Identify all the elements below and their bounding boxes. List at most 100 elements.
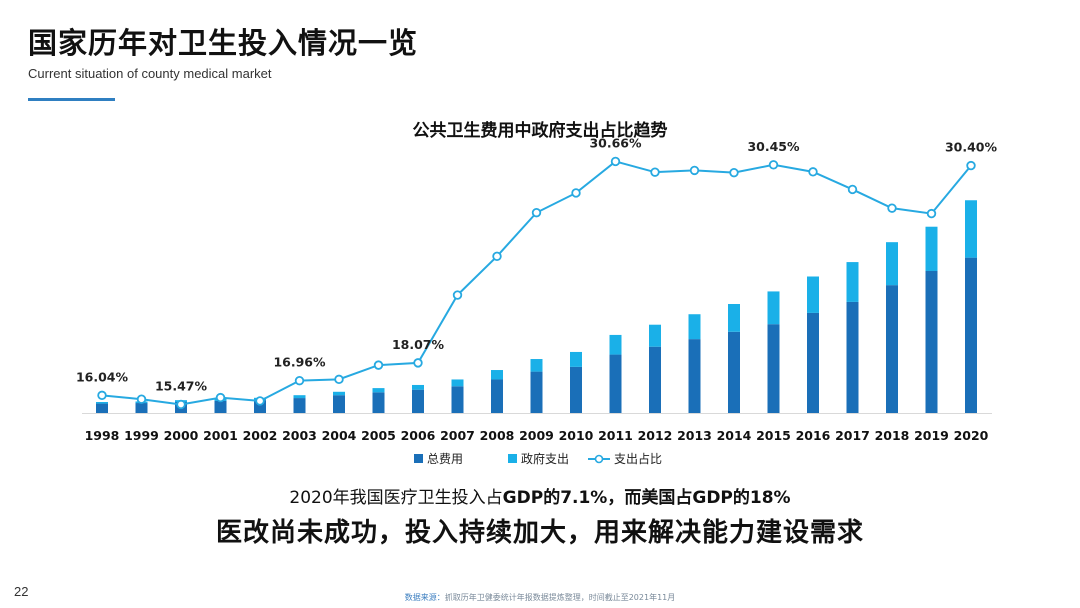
ratio-point-2006 xyxy=(413,358,423,368)
bar-gov-2003 xyxy=(293,395,306,399)
bar-total-2011 xyxy=(609,354,622,413)
x-tick-label: 2011 xyxy=(598,428,633,443)
ratio-data-label: 15.47% xyxy=(155,378,208,393)
ratio-point-2018 xyxy=(887,203,897,213)
ratio-point-2009 xyxy=(531,207,542,218)
source-text: 抓取历年卫健委统计年报数据提炼整理，时间截止至2021年11月 xyxy=(444,593,676,602)
x-tick-label: 2017 xyxy=(835,428,870,443)
gdp-note-prefix: 2020年我国医疗卫生投入占 xyxy=(289,488,503,508)
page-subtitle: Current situation of county medical mark… xyxy=(28,66,272,81)
ratio-point-2002 xyxy=(255,396,265,406)
legend-label-ratio: 支出占比 xyxy=(614,451,662,466)
ratio-point-2012 xyxy=(650,167,660,177)
x-tick-label: 2001 xyxy=(203,428,238,443)
legend-marker-ratio xyxy=(594,454,604,464)
x-tick-label: 2014 xyxy=(717,428,752,443)
x-tick-label: 2016 xyxy=(796,428,831,443)
title-underline xyxy=(28,98,115,101)
ratio-point-2011 xyxy=(610,156,621,167)
source-label: 数据来源： xyxy=(404,593,445,602)
bar-total-2012 xyxy=(649,346,661,413)
ratio-data-label: 18.07% xyxy=(392,337,445,352)
legend-swatch-total xyxy=(414,454,423,463)
x-tick-label: 2000 xyxy=(164,428,199,443)
gdp-note-middle: ，而美国 xyxy=(607,488,676,508)
bar-gov-2017 xyxy=(846,262,859,302)
bar-total-2007 xyxy=(451,386,464,413)
bar-total-2014 xyxy=(728,331,740,413)
page-number: 22 xyxy=(14,584,29,599)
bar-total-2008 xyxy=(491,379,503,413)
bar-total-2017 xyxy=(846,301,859,413)
ratio-point-1998 xyxy=(97,390,107,401)
bar-total-2010 xyxy=(570,366,582,413)
gdp-note: 2020年我国医疗卫生投入占GDP的7.1%，而美国占GDP的18% xyxy=(0,483,1080,508)
x-tick-label: 2013 xyxy=(677,428,712,443)
bar-gov-2012 xyxy=(649,324,661,347)
bar-gov-2006 xyxy=(412,384,424,390)
x-tick-label: 2008 xyxy=(480,428,515,443)
legend-label-total: 总费用 xyxy=(427,452,463,466)
ratio-point-1999 xyxy=(136,394,147,404)
ratio-point-2020 xyxy=(966,160,976,171)
bar-total-2003 xyxy=(293,398,306,413)
legend-label-gov: 政府支出 xyxy=(521,451,569,466)
bar-gov-2015 xyxy=(767,291,780,325)
x-tick-label: 2012 xyxy=(638,428,673,443)
ratio-point-2007 xyxy=(452,290,463,300)
ratio-point-2003 xyxy=(294,375,305,386)
bar-gov-2013 xyxy=(688,314,701,340)
ratio-point-2010 xyxy=(571,188,581,198)
data-source: 数据来源：抓取历年卫健委统计年报数据提炼整理，时间截止至2021年11月 xyxy=(0,592,1080,603)
x-tick-label: 2010 xyxy=(559,428,594,443)
x-tick-label: 2018 xyxy=(875,428,910,443)
x-tick-label: 2015 xyxy=(756,428,791,443)
ratio-point-2005 xyxy=(373,360,384,370)
x-tick-label: 2004 xyxy=(322,428,357,443)
bar-total-2016 xyxy=(807,312,819,413)
bar-gov-2008 xyxy=(491,370,503,380)
ratio-point-2000 xyxy=(176,399,186,410)
ratio-point-2001 xyxy=(215,392,226,403)
bar-gov-2019 xyxy=(925,226,938,271)
bar-total-2004 xyxy=(333,395,345,413)
ratio-data-label: 30.45% xyxy=(747,139,800,154)
bar-gov-2005 xyxy=(372,388,385,393)
bar-total-2001 xyxy=(214,400,227,413)
gdp-note-us: 占GDP的18% xyxy=(675,488,791,508)
x-tick-label: 2006 xyxy=(401,428,436,443)
conclusion-statement: 医改尚未成功，投入持续加大，用来解决能力建设需求 xyxy=(215,518,864,548)
bar-total-2018 xyxy=(886,285,898,413)
x-tick-label: 1999 xyxy=(124,428,159,443)
x-tick-label: 2009 xyxy=(519,428,554,443)
ratio-point-2015 xyxy=(768,160,779,170)
bar-gov-2016 xyxy=(807,276,819,313)
x-tick-label: 2020 xyxy=(954,428,989,443)
bar-total-2019 xyxy=(925,270,938,413)
chart-title: 公共卫生费用中政府支出占比趋势 xyxy=(412,121,668,141)
bar-gov-2014 xyxy=(728,304,740,332)
ratio-point-2014 xyxy=(729,167,739,178)
legend-swatch-gov xyxy=(508,454,517,463)
x-tick-label: 1998 xyxy=(85,428,120,443)
bar-total-2009 xyxy=(530,371,543,413)
bar-total-2020 xyxy=(965,257,977,413)
combo-chart: 1998 1999 2000 2001 2002 2003 2004 2005 2006 2007… xyxy=(76,135,998,466)
x-tick-label: 2005 xyxy=(361,428,396,443)
ratio-point-2016 xyxy=(808,167,818,177)
ratio-data-label: 30.40% xyxy=(945,140,998,155)
bar-gov-2007 xyxy=(451,379,464,387)
gdp-note-cn: GDP的7.1% xyxy=(502,488,608,508)
bar-total-2013 xyxy=(688,339,701,413)
x-tick-label: 2019 xyxy=(914,428,949,443)
bar-total-1999 xyxy=(135,403,148,413)
bar-gov-2011 xyxy=(609,334,622,355)
bar-gov-2004 xyxy=(333,391,345,396)
x-tick-label: 2007 xyxy=(440,428,475,443)
bar-total-2006 xyxy=(412,389,424,413)
ratio-point-2013 xyxy=(689,165,700,176)
bar-gov-2020 xyxy=(965,200,977,258)
x-tick-label: 2002 xyxy=(243,428,278,443)
bar-gov-1998 xyxy=(96,401,108,404)
x-tick-label: 2003 xyxy=(282,428,317,443)
